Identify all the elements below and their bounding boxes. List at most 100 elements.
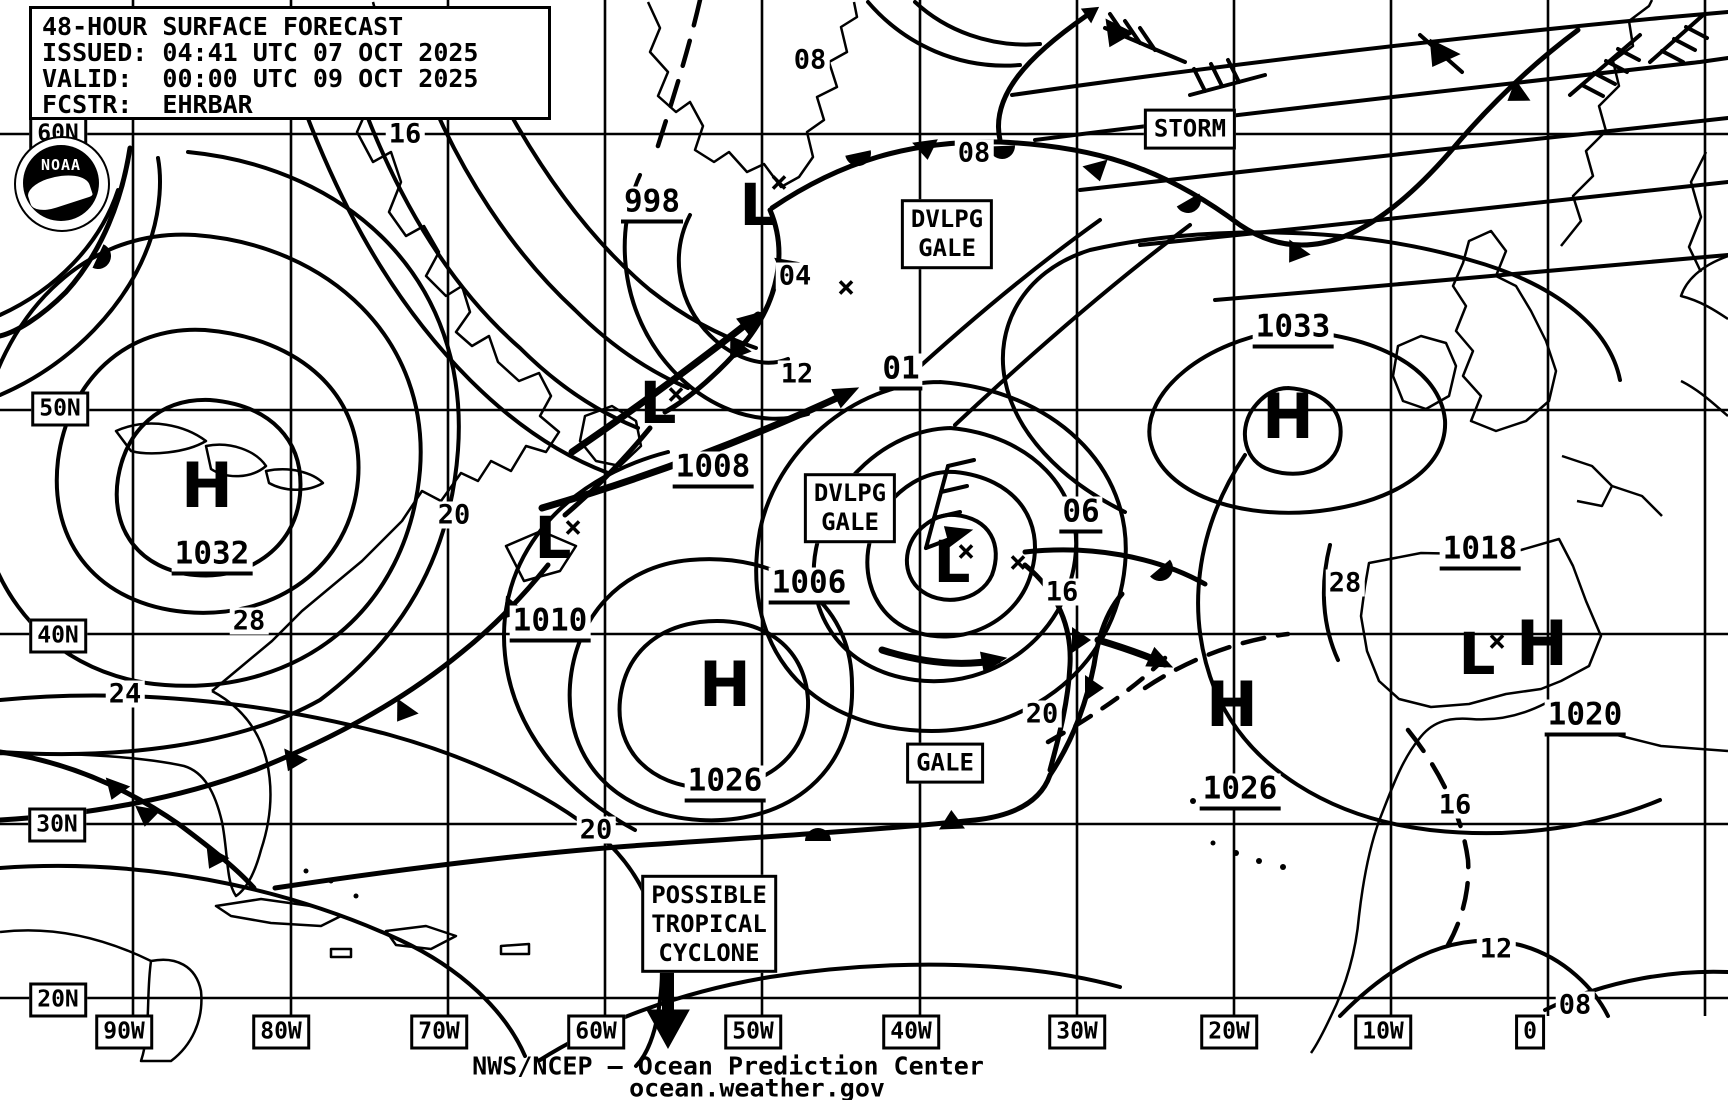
contour-value-label: 28 xyxy=(1325,569,1365,597)
contour-value-label: 16 xyxy=(1042,578,1082,606)
lon-label-70w: 70W xyxy=(410,1014,468,1050)
cold-front-triangle-icon xyxy=(1072,627,1091,653)
gale-warning-label: GALE xyxy=(906,742,984,784)
position-x-marker: × xyxy=(563,510,583,545)
warm-front-semicircle-icon xyxy=(989,145,1015,159)
motion-arrow-icon xyxy=(1094,636,1174,668)
cold-front-line xyxy=(662,207,782,415)
movement-arrows xyxy=(538,311,1174,1050)
dvlpg-gale-line1: DVLPG xyxy=(910,205,984,234)
lon-label-0: 0 xyxy=(1515,1014,1545,1050)
lat-label-50n: 50N xyxy=(31,391,89,427)
lon-label-20w: 20W xyxy=(1200,1014,1258,1050)
pressure-value-label: 1018 xyxy=(1439,533,1521,571)
lon-label-60w: 60W xyxy=(567,1014,625,1050)
contour-value-label: 28 xyxy=(229,607,269,635)
warm-front-line xyxy=(0,145,133,339)
wind-barbs xyxy=(924,12,1709,550)
high-center-symbol: H xyxy=(1516,607,1568,680)
wind-barb-icon xyxy=(1188,58,1267,97)
low-center-symbol: L xyxy=(739,171,777,239)
cold-front-triangle-icon xyxy=(135,805,161,827)
lon-label-10w: 10W xyxy=(1354,1014,1412,1050)
isobars xyxy=(0,0,1728,1068)
pressure-value-label: 1033 xyxy=(1252,311,1334,349)
low-center-symbol: L xyxy=(639,369,677,437)
wind-barb-icon xyxy=(1103,12,1187,64)
high-center-symbol: H xyxy=(1206,668,1258,741)
storm-warning-label: STORM xyxy=(1143,108,1237,150)
wind-barb-icon xyxy=(1418,33,1464,74)
pressure-value-label: 1026 xyxy=(684,765,766,803)
cold-front-triangle-icon xyxy=(1289,239,1311,263)
forecast-info-box: 48-HOUR SURFACE FORECAST ISSUED: 04:41 U… xyxy=(29,6,551,120)
ptc-line2: TROPICAL xyxy=(651,909,767,938)
motion-arrow-icon xyxy=(568,311,764,456)
position-x-marker: × xyxy=(1487,624,1507,659)
issued-line: ISSUED: 04:41 UTC 07 OCT 2025 xyxy=(42,38,479,67)
cold-front-line xyxy=(562,425,653,518)
warm-front-semicircle-icon xyxy=(845,150,871,166)
position-x-marker: × xyxy=(956,534,976,569)
island-dots xyxy=(303,798,1286,899)
contour-value-label: 08 xyxy=(954,139,994,167)
footer-url: ocean.weather.gov xyxy=(629,1073,885,1100)
contour-value-label: 08 xyxy=(790,46,830,74)
contour-value-label: 20 xyxy=(1022,700,1062,728)
dvlpg-gale-line2: GALE xyxy=(821,508,879,536)
high-center-symbol: H xyxy=(181,449,233,522)
cold-front-triangle-icon xyxy=(105,777,131,800)
high-center-symbol: H xyxy=(1262,380,1314,453)
position-x-marker: × xyxy=(666,377,686,412)
noaa-logo: NOAA xyxy=(14,136,112,234)
contour-value-label: 16 xyxy=(1435,791,1475,819)
front-line xyxy=(1047,591,1125,778)
dvlpg-gale-warning-label: DVLPG GALE xyxy=(803,473,897,543)
high-center-symbol: H xyxy=(699,648,751,721)
development-arrow-icon xyxy=(924,458,976,550)
tropical-cyclone-arrow-icon xyxy=(646,960,690,1050)
contour-value-label: 20 xyxy=(434,501,474,529)
pressure-value-label: 1026 xyxy=(1199,773,1281,811)
contour-value-label: 20 xyxy=(576,816,616,844)
wind-barb-icon xyxy=(1648,14,1709,64)
contour-value-label: 04 xyxy=(775,262,815,290)
cold-front-line xyxy=(0,562,551,823)
warm-front-semicircle-icon xyxy=(1176,193,1201,213)
cold-front-triangle-icon xyxy=(284,748,308,772)
timing-label: 06 xyxy=(1059,496,1103,534)
dvlpg-gale-line2: GALE xyxy=(918,234,976,262)
lat-label-40n: 40N xyxy=(29,618,87,654)
cold-front-triangle-icon xyxy=(730,336,752,360)
possible-tropical-cyclone-label: POSSIBLE TROPICAL CYCLONE xyxy=(641,874,777,974)
warm-front-line xyxy=(1022,547,1208,587)
graticule xyxy=(0,0,1728,1016)
valid-line: VALID: 00:00 UTC 09 OCT 2025 xyxy=(42,64,479,93)
position-x-marker: × xyxy=(769,165,789,200)
position-x-marker: × xyxy=(1008,545,1028,580)
lon-label-40w: 40W xyxy=(882,1014,940,1050)
lon-label-50w: 50W xyxy=(724,1014,782,1050)
contour-value-label: 16 xyxy=(385,120,425,148)
pressure-value-label: 1008 xyxy=(672,451,754,489)
front-arrow-head-icon xyxy=(1080,6,1100,24)
pressure-value-label: 1020 xyxy=(1544,699,1626,737)
warm-front-semicircle-icon xyxy=(1150,559,1173,581)
position-x-marker: × xyxy=(836,270,856,305)
lat-label-20n: 20N xyxy=(29,982,87,1018)
low-center-symbol: L xyxy=(534,504,572,572)
pressure-value-label: 1006 xyxy=(768,567,850,605)
lon-label-80w: 80W xyxy=(252,1014,310,1050)
contour-value-label: 24 xyxy=(105,680,145,708)
ptc-line1: POSSIBLE xyxy=(651,880,767,909)
forecast-title: 48-HOUR SURFACE FORECAST xyxy=(42,12,404,41)
ptc-line3: CYCLONE xyxy=(658,938,760,967)
wind-barb-icon xyxy=(1568,33,1642,98)
front-branch-north xyxy=(996,13,1089,143)
warm-front-semicircle-icon xyxy=(805,828,831,841)
cold-front-triangle-icon xyxy=(912,139,938,160)
footer-agency-line: NWS/NCEP — Ocean Prediction Center xyxy=(472,1051,984,1081)
stationary-front-line xyxy=(272,772,1053,891)
